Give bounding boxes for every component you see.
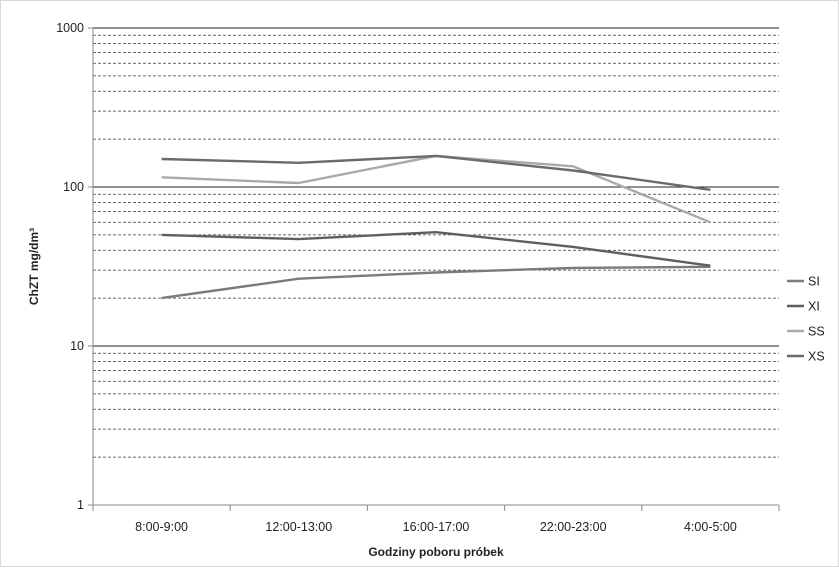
y-axis-ticks: 1 10 100 1000: [56, 21, 84, 512]
y-tick-label: 10: [70, 339, 84, 353]
legend-label-si: SI: [808, 275, 820, 289]
x-axis-title: Godziny poboru próbek: [368, 545, 504, 559]
y-tick-label: 100: [63, 180, 84, 194]
series-line-xi: [161, 230, 711, 267]
grid-lines: [93, 27, 779, 506]
series-line-xs: [161, 154, 711, 191]
legend: SI XI SS XS: [787, 275, 825, 364]
x-tick-label: 4:00-5:00: [684, 520, 737, 534]
series-line-ss: [161, 154, 711, 224]
series-lines: [161, 154, 711, 300]
x-tick-label: 12:00-13:00: [265, 520, 332, 534]
y-tick-label: 1: [77, 498, 84, 512]
y-tick-label: 1000: [56, 21, 84, 35]
legend-label-xi: XI: [808, 300, 820, 314]
x-tick-label: 22:00-23:00: [540, 520, 607, 534]
legend-label-ss: SS: [808, 325, 825, 339]
x-tick-label: 16:00-17:00: [403, 520, 470, 534]
legend-label-xs: XS: [808, 350, 825, 364]
x-axis-ticks: 8:00-9:00 12:00-13:00 16:00-17:00 22:00-23:…: [135, 520, 737, 534]
y-axis-title: ChZT mg/dm³: [27, 228, 41, 305]
x-tick-label: 8:00-9:00: [135, 520, 188, 534]
axes: [88, 27, 780, 511]
series-line-si: [161, 265, 711, 300]
